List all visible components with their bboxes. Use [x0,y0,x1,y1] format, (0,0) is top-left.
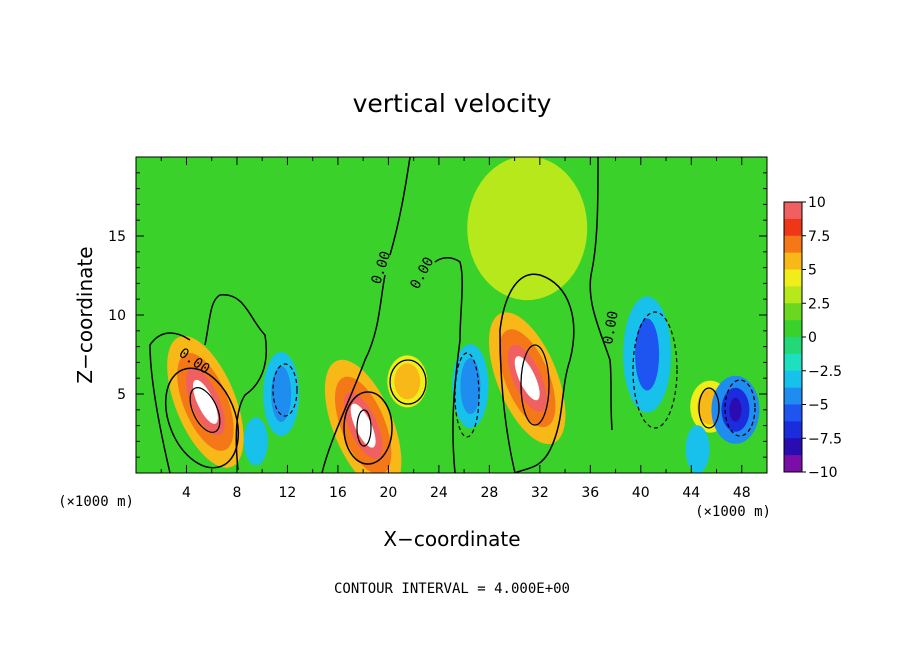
contour-line [164,367,240,469]
contour-line [520,344,550,426]
colorbar-segment [784,438,802,456]
colorbar-segment [784,387,802,405]
x-axis-unit-right: (×1000 m) [695,504,771,520]
colorbar-segment [784,455,802,473]
field-blob [635,318,660,391]
colorbar-segment [784,404,802,422]
y-tick-label: 10 [108,308,126,324]
contour-line [272,363,298,417]
contour-interval-note: CONTOUR INTERVAL = 4.000E+00 [334,581,570,597]
x-tick-label: 40 [632,485,650,501]
colorbar-segment [784,252,802,270]
field-blob [192,379,218,424]
field-blob [460,358,481,415]
contour-line [389,157,411,256]
colorbar-segment [784,421,802,439]
field-blob [271,366,292,422]
colorbar-segment [784,269,802,287]
colorbar: 10 7.5 5 2.5 0 −2.5 −5 −7.5 −10 [783,195,842,481]
x-tick-label: 44 [682,485,700,501]
contour-line [698,387,720,429]
contour-line [499,273,575,473]
colorbar-segment [784,320,802,338]
colorbar-segment [784,370,802,389]
contour-label: 0.00 [600,310,622,346]
chart-title: vertical velocity [353,89,552,118]
x-tick-label: 48 [733,485,751,501]
y-tick-label: 15 [108,229,126,245]
x-tick-label: 16 [329,485,347,501]
colorbar-segment [784,202,802,220]
contour-line [389,359,427,405]
contour-line [724,379,756,437]
colorbar-tick-label: 7.5 [808,229,830,245]
x-axis-ticks: 4 8 12 16 20 24 28 32 36 40 44 48 [160,157,751,501]
field-blob [514,356,540,401]
colorbar-tick-label: −7.5 [808,431,842,447]
colorbar-segment [784,218,802,237]
contour-line [204,294,267,471]
colorbar-segment [784,353,802,372]
field-features [167,157,760,473]
field-blob [729,397,742,422]
contour-line [343,391,393,465]
colorbar-tick-label: 10 [808,195,826,211]
colorbar-segment [784,303,802,321]
x-tick-label: 20 [379,485,397,501]
x-tick-label: 8 [232,485,241,501]
contour-line [434,257,463,473]
colorbar-tick-label: −2.5 [808,364,842,380]
field-blob [685,425,710,473]
colorbar-segment [784,286,802,304]
field-blob [489,178,566,279]
contour-line [189,387,221,433]
contour-line [149,332,191,473]
field-blob [243,417,268,466]
x-tick-label: 24 [430,485,448,501]
colorbar-tick-label: −5 [808,398,829,414]
y-axis-title: Z−coordinate [73,246,97,383]
x-tick-label: 36 [581,485,599,501]
colorbar-tick-label: 0 [808,330,817,346]
contour-lines [149,157,756,473]
y-tick-label: 5 [117,387,126,403]
colorbar-segment [784,337,802,355]
x-tick-label: 28 [480,485,498,501]
field-blob [350,403,376,448]
contour-line [321,274,386,473]
contour-line [632,311,678,429]
contour-line [589,157,613,431]
x-tick-label: 4 [182,485,191,501]
colorbar-tick-label: 5 [808,263,817,279]
colorbar-tick-label: 2.5 [808,296,830,312]
colorbar-tick-label: −10 [808,465,838,481]
x-tick-label: 32 [531,485,549,501]
field-blob [394,363,421,400]
x-axis-unit-left: (×1000 m) [58,494,134,510]
plot-area [135,156,768,474]
colorbar-segment [784,235,802,254]
x-axis-title: X−coordinate [383,527,520,551]
contour-line [454,352,480,438]
y-axis-ticks: 5 10 15 [108,172,767,458]
x-tick-label: 12 [279,485,297,501]
contour-line [356,409,372,447]
